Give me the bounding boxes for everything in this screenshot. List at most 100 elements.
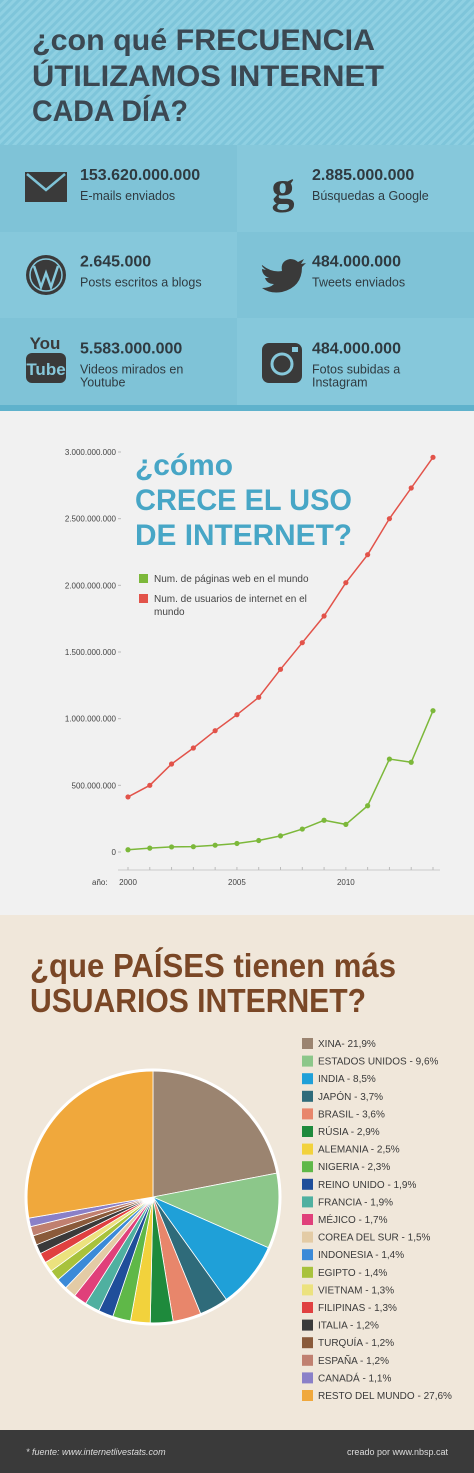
legend-label: MÉJICO - 1,7% [318,1213,388,1226]
legend-swatch [139,574,148,583]
stat-value: 2.885.000.000 [312,167,414,184]
legend-label: XINA- 21,9% [318,1039,376,1050]
x-tick-label: 2005 [228,878,246,887]
chart-title: DE INTERNET? [135,519,352,552]
legend-swatch [302,1284,313,1296]
stat-label: Posts escritos a blogs [80,276,202,290]
point [430,454,436,460]
legend-swatch [302,1108,313,1120]
legend-swatch [302,1266,313,1278]
icon-youtube: You Tube [26,334,66,383]
legend-label: INDONESIA - 1,4% [318,1250,404,1261]
legend-swatch [302,1302,313,1313]
legend-swatch [302,1178,313,1190]
stat-value: 5.583.000.000 [80,340,182,357]
point [256,837,262,844]
point [190,745,196,751]
stat-label: Instagram [312,375,368,389]
point [321,613,327,619]
chart-title: USUARIOS INTERNET? [30,982,366,1019]
point [343,821,349,828]
legend-label: EGIPTO - 1,4% [318,1268,387,1279]
stat-label: Videos mirados en [80,362,183,376]
point [212,728,218,734]
legend-swatch [302,1319,313,1331]
legend-label: VIETNAM - 1,3% [318,1285,394,1296]
line-section-bg [0,411,474,915]
footer-bg [0,1430,474,1473]
legend-swatch [139,594,148,603]
legend-label: Num. de usuarios de internet en el mundo [154,594,307,618]
point [234,840,240,847]
title-line: CADA DÍA? [32,94,188,128]
icon-youtube-text: Tube [26,360,65,379]
stat-bg [237,145,474,232]
stat-label: Búsquedas a Google [312,189,429,203]
legend-swatch [302,1249,313,1261]
legend-label: INDIA - 8,5% [318,1074,376,1085]
point [234,712,240,718]
x-axis-label: año: [92,878,108,887]
point [386,756,393,762]
legend-swatch [302,1390,313,1401]
stat-label: Fotos subidas a [312,362,400,376]
icon-wordpress [26,255,66,295]
legend-label: CANADÁ - 1,1% [318,1371,391,1384]
legend-label: FRANCIA - 1,9% [318,1197,393,1208]
point [343,580,349,586]
point [321,817,327,823]
y-tick-label: 2.500.000.000 [65,515,117,524]
legend-swatch [302,1038,313,1049]
point [125,847,131,853]
legend-label: BRASIL - 3,6% [318,1109,385,1120]
divider [0,405,474,411]
point [168,761,175,767]
legend-swatch [302,1126,313,1137]
y-tick-label: 0 [112,848,117,857]
legend-swatch [302,1372,313,1384]
y-tick-label: 2.000.000.000 [65,581,117,590]
point [190,844,196,850]
point [408,485,414,491]
point [125,794,131,800]
footer-source: * fuente: www.internetlivestats.com [26,1447,166,1457]
point [256,694,262,700]
legend-label: COREA DEL SUR - 1,5% [318,1233,431,1244]
point [147,782,153,788]
point [408,759,414,765]
point [430,708,436,714]
chart-title: CRECE EL USO [135,484,352,517]
legend-label: JAPÓN - 3,7% [318,1090,383,1103]
title-line: ÚTILIZAMOS INTERNET [32,59,384,93]
chart-title: ¿que PAÍSES tienen más [30,947,396,984]
title-line: ¿con qué FRECUENCIA [32,24,375,57]
y-tick-label: 500.000.000 [72,781,117,790]
legend-label: ESPAÑA - 1,2% [318,1354,389,1367]
point [212,842,218,848]
legend-swatch [302,1231,313,1243]
legend-swatch [302,1073,313,1085]
x-tick-label: 2010 [337,878,355,887]
point [277,666,284,672]
icon-email [25,172,67,202]
stat-label: Tweets enviados [312,276,405,290]
legend-swatch [302,1196,313,1208]
stat-value: 153.620.000.000 [80,167,200,184]
legend-label: RESTO DEL MUNDO - 27,6% [318,1391,452,1402]
legend-label: ALEMANIA - 2,5% [318,1145,400,1156]
x-tick-label: 2000 [119,878,137,887]
stat-value: 484.000.000 [312,340,401,357]
point [365,552,371,558]
legend-label: FILIPINAS - 1,3% [318,1303,397,1314]
chart-title: ¿cómo [135,449,233,482]
y-tick-label: 1.000.000.000 [65,715,117,724]
point [365,803,371,809]
legend-swatch [302,1090,313,1102]
legend-label: RÚSIA - 2,9% [318,1125,380,1138]
stat-value: 484.000.000 [312,254,401,271]
legend-swatch [302,1143,313,1155]
point [299,826,305,832]
legend-label: ESTADOS UNIDOS - 9,6% [318,1057,439,1068]
legend-swatch [302,1055,313,1067]
point [386,516,393,522]
